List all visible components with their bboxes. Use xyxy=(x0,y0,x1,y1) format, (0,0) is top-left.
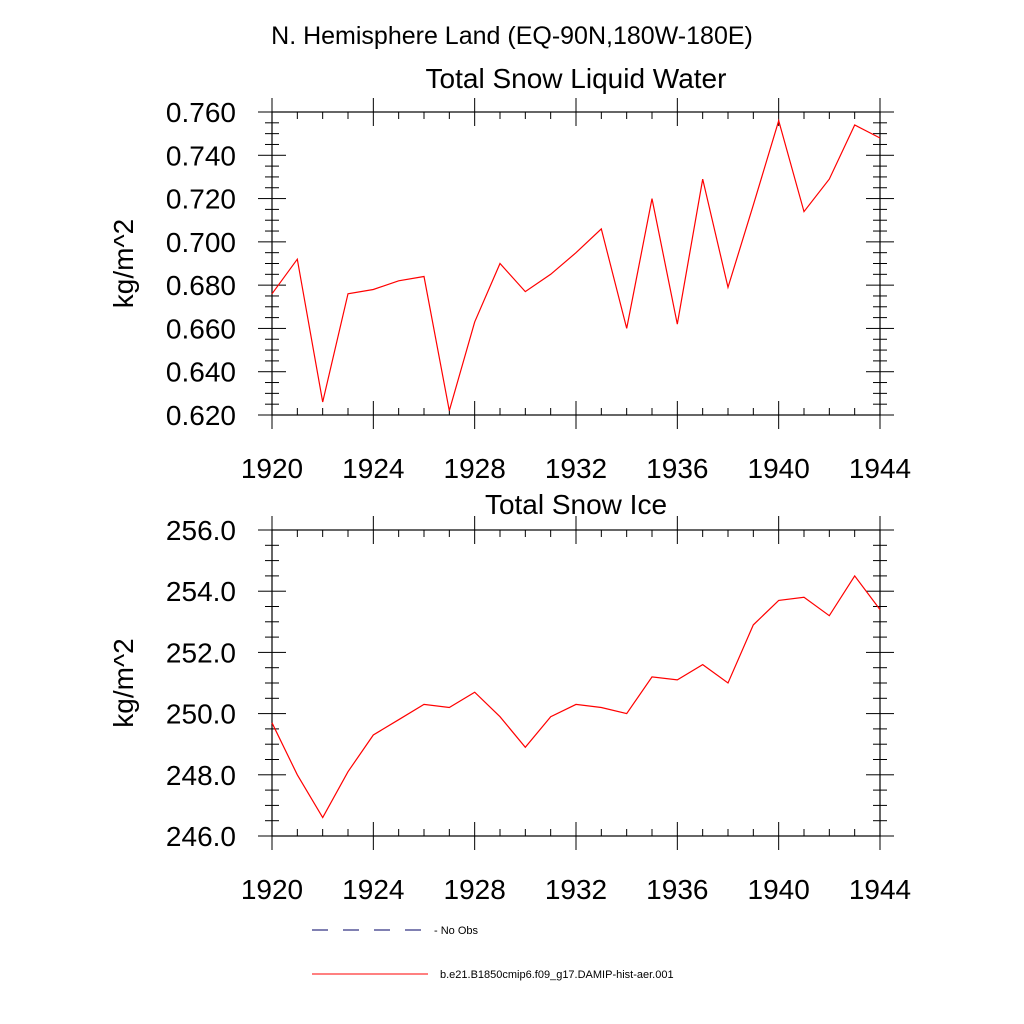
y-tick-label: 0.620 xyxy=(166,400,236,431)
x-tick-label: 1936 xyxy=(646,453,708,484)
y-tick-label: 0.720 xyxy=(166,184,236,215)
x-tick-label: 1920 xyxy=(241,453,303,484)
series-line xyxy=(271,118,881,411)
y-tick-label: 246.0 xyxy=(166,821,236,852)
legend: - No Obs b.e21.B1850cmip6.f09_g17.DAMIP-… xyxy=(312,925,674,981)
y-tick-label: 248.0 xyxy=(166,760,236,791)
y-tick-label: 0.640 xyxy=(166,357,236,388)
y-axis-label: kg/m^2 xyxy=(108,219,139,308)
x-tick-label: 1928 xyxy=(444,874,506,905)
y-tick-label: 256.0 xyxy=(166,515,236,546)
y-axis-label: kg/m^2 xyxy=(108,638,139,727)
page-title: N. Hemisphere Land (EQ-90N,180W-180E) xyxy=(271,22,753,50)
y-tick-label: 252.0 xyxy=(166,637,236,668)
chart-panel-snow-liquid-water: Total Snow Liquid Water kg/m^2 1920 1924 192… xyxy=(108,63,911,484)
x-tick-label: 1920 xyxy=(241,874,303,905)
y-tick-label: 0.700 xyxy=(166,227,236,258)
legend-label-model-run: b.e21.B1850cmip6.f09_g17.DAMIP-hist-aer.… xyxy=(440,969,674,981)
y-tick-label: 0.760 xyxy=(166,97,236,128)
y-tick-label: 0.740 xyxy=(166,140,236,171)
x-tick-label: 1932 xyxy=(545,453,607,484)
y-tick-label: 0.680 xyxy=(166,270,236,301)
legend-label-no-obs: - No Obs xyxy=(434,925,479,937)
x-tick-label: 1940 xyxy=(748,874,810,905)
chart-title: Total Snow Liquid Water xyxy=(426,63,727,94)
chart-title: Total Snow Ice xyxy=(485,489,667,520)
chart-panel-snow-ice: Total Snow Ice kg/m^2 1920 1924 1928 1932 1936… xyxy=(108,489,911,905)
x-tick-label: 1924 xyxy=(342,874,404,905)
y-tick-label: 0.660 xyxy=(166,313,236,344)
x-tick-label: 1940 xyxy=(748,453,810,484)
y-tick-label: 254.0 xyxy=(166,576,236,607)
x-tick-label: 1932 xyxy=(545,874,607,905)
plot-frame xyxy=(271,529,881,837)
x-tick-label: 1944 xyxy=(849,874,911,905)
y-tick-label: 250.0 xyxy=(166,699,236,730)
series-line xyxy=(271,574,881,819)
x-tick-label: 1936 xyxy=(646,874,708,905)
x-tick-label: 1924 xyxy=(342,453,404,484)
x-tick-label: 1944 xyxy=(849,453,911,484)
x-tick-label: 1928 xyxy=(444,453,506,484)
